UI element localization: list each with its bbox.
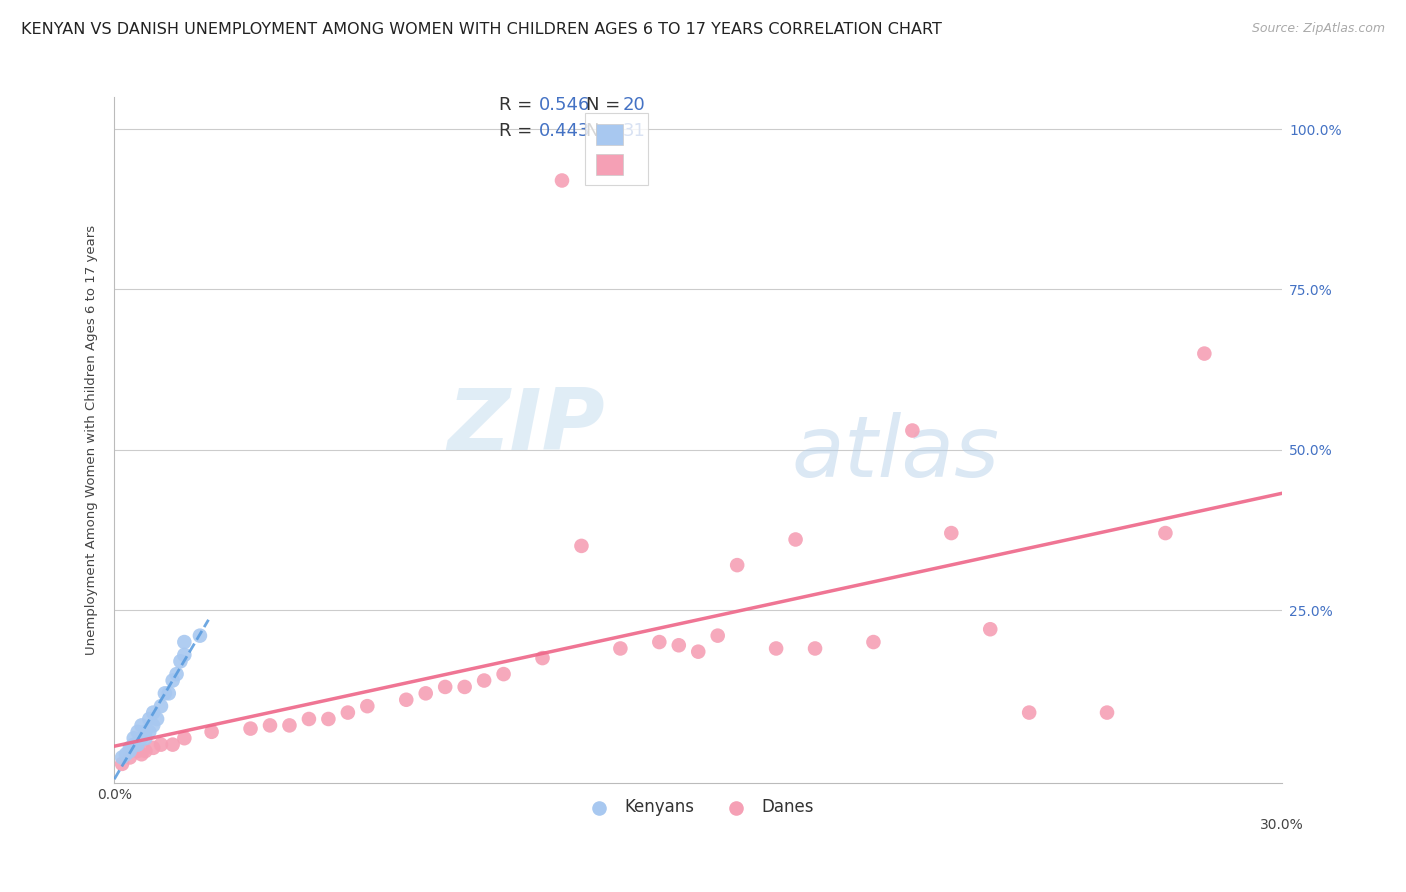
Point	[118, 744, 141, 758]
Text: N =: N =	[586, 96, 626, 114]
Point	[415, 686, 437, 700]
Point	[318, 712, 340, 726]
Text: R =: R =	[499, 96, 538, 114]
Point	[356, 699, 378, 714]
Point	[142, 718, 165, 732]
Text: R =: R =	[499, 122, 538, 140]
Point	[785, 533, 807, 547]
Point	[118, 750, 141, 764]
Point	[609, 641, 631, 656]
Point	[941, 526, 963, 541]
Point	[188, 629, 211, 643]
Point	[127, 738, 149, 752]
Point	[492, 667, 515, 681]
Point	[1194, 346, 1216, 360]
Point	[173, 731, 195, 746]
Point	[434, 680, 457, 694]
Point	[648, 635, 671, 649]
Point	[259, 718, 281, 732]
Point	[131, 747, 153, 762]
Point	[118, 740, 141, 755]
Point	[571, 539, 593, 553]
Point	[142, 706, 165, 720]
Point	[142, 740, 165, 755]
Point	[239, 722, 262, 736]
Point	[166, 667, 188, 681]
Point	[278, 718, 301, 732]
Text: 0.546: 0.546	[538, 96, 591, 114]
Point	[127, 724, 149, 739]
Point	[138, 724, 160, 739]
Point	[862, 635, 884, 649]
Point	[1095, 706, 1118, 720]
Point	[138, 712, 160, 726]
Text: 20: 20	[623, 96, 645, 114]
Point	[551, 173, 574, 187]
Point	[134, 731, 156, 746]
Point	[765, 641, 787, 656]
Point	[200, 724, 222, 739]
Point	[725, 558, 748, 573]
Point	[668, 638, 690, 652]
Point	[531, 651, 554, 665]
Point	[298, 712, 321, 726]
Point	[472, 673, 495, 688]
Point	[150, 738, 173, 752]
Point	[146, 712, 169, 726]
Text: Source: ZipAtlas.com: Source: ZipAtlas.com	[1251, 22, 1385, 36]
Point	[122, 738, 145, 752]
Point	[134, 744, 156, 758]
Point	[131, 731, 153, 746]
Y-axis label: Unemployment Among Women with Children Ages 6 to 17 years: Unemployment Among Women with Children A…	[86, 225, 98, 656]
Point	[162, 738, 184, 752]
Point	[157, 686, 180, 700]
Point	[901, 424, 924, 438]
Point	[395, 692, 418, 706]
Point	[1154, 526, 1177, 541]
Text: ZIP: ZIP	[447, 385, 605, 468]
Point	[111, 750, 134, 764]
Legend: Kenyans, Danes: Kenyans, Danes	[576, 791, 820, 822]
Point	[173, 648, 195, 662]
Text: atlas: atlas	[792, 412, 1000, 495]
Point	[153, 686, 176, 700]
Point	[115, 747, 138, 762]
Point	[173, 635, 195, 649]
Point	[706, 629, 728, 643]
Text: 30.0%: 30.0%	[1260, 818, 1305, 832]
Point	[804, 641, 827, 656]
Text: 0.443: 0.443	[538, 122, 591, 140]
Text: KENYAN VS DANISH UNEMPLOYMENT AMONG WOMEN WITH CHILDREN AGES 6 TO 17 YEARS CORRE: KENYAN VS DANISH UNEMPLOYMENT AMONG WOME…	[21, 22, 942, 37]
Text: N =: N =	[586, 122, 626, 140]
Point	[336, 706, 359, 720]
Point	[131, 718, 153, 732]
Point	[453, 680, 475, 694]
Point	[169, 654, 191, 668]
Point	[979, 622, 1001, 636]
Point	[688, 645, 710, 659]
Text: 31: 31	[623, 122, 645, 140]
Point	[1018, 706, 1040, 720]
Point	[134, 724, 156, 739]
Point	[150, 699, 173, 714]
Point	[127, 744, 149, 758]
Point	[111, 756, 134, 771]
Point	[162, 673, 184, 688]
Point	[122, 731, 145, 746]
